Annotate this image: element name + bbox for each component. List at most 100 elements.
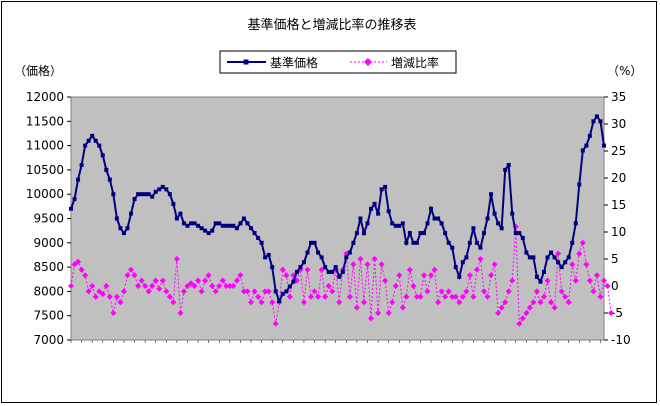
price-point [220, 223, 225, 228]
ratio-point [590, 288, 597, 295]
ratio-point [526, 304, 533, 311]
price-point [397, 223, 402, 228]
price-point [485, 216, 490, 221]
ratio-point [420, 272, 427, 279]
ratio-point [89, 283, 96, 289]
ratio-point [428, 272, 435, 279]
price-point [467, 240, 472, 245]
price-point [460, 260, 465, 265]
left-tick-label: 12000 [26, 90, 64, 104]
left-tick-label: 10500 [26, 163, 64, 177]
price-point [305, 250, 310, 255]
price-point [534, 274, 539, 279]
price-point [86, 138, 91, 143]
ratio-point [152, 277, 159, 284]
ratio-point [548, 299, 555, 306]
price-point [199, 226, 204, 231]
price-point [481, 231, 486, 236]
price-point [383, 184, 388, 189]
price-point [301, 260, 306, 265]
ratio-point [364, 261, 371, 268]
price-point [503, 167, 508, 172]
ratio-point [572, 277, 579, 284]
price-point [309, 240, 314, 245]
price-point [333, 265, 338, 270]
price-point [591, 119, 596, 124]
price-point [570, 240, 575, 245]
price-point [432, 216, 437, 221]
x-axis [70, 340, 601, 343]
ratio-point [608, 310, 615, 316]
ratio-point [212, 288, 219, 295]
price-point [69, 206, 73, 211]
price-point [181, 221, 186, 226]
ratio-point [170, 299, 177, 306]
ratio-point [329, 288, 336, 295]
price-point [344, 255, 349, 260]
ratio-point [240, 288, 247, 295]
legend-box [219, 50, 457, 74]
ratio-point [265, 288, 272, 295]
ratio-point [336, 299, 343, 306]
ratio-point [293, 277, 300, 284]
ratio-point [226, 283, 233, 289]
ratio-point [346, 293, 353, 300]
price-point [330, 269, 335, 274]
price-point [312, 240, 317, 245]
price-point [245, 221, 250, 226]
ratio-point [244, 288, 251, 295]
price-point [602, 143, 606, 148]
price-point [206, 231, 211, 236]
price-point [354, 231, 359, 236]
ratio-point [198, 288, 205, 295]
price-point [100, 153, 105, 158]
price-point [594, 114, 599, 119]
ratio-point [233, 277, 240, 284]
ratio-point [163, 288, 170, 295]
ratio-point [177, 310, 184, 316]
ratio-point [537, 299, 544, 306]
ratio-point [156, 285, 163, 292]
ratio-point [195, 277, 202, 284]
ratio-point [396, 272, 403, 279]
price-point [499, 226, 504, 231]
price-point [118, 226, 123, 231]
price-point [231, 223, 236, 228]
price-point [178, 211, 183, 216]
price-point [90, 133, 95, 138]
price-point [97, 143, 102, 148]
price-point [598, 119, 603, 124]
price-point [111, 192, 116, 197]
price-point [443, 231, 448, 236]
price-point [76, 177, 81, 182]
price-point [263, 255, 268, 260]
right-tick-label: 5 [611, 252, 619, 266]
price-point [326, 269, 331, 274]
legend-marker-price [243, 59, 249, 65]
price-point [280, 291, 285, 296]
price-point [277, 299, 282, 304]
price-point [146, 192, 151, 197]
ratio-point [205, 272, 212, 279]
ratio-point [286, 293, 293, 300]
ratio-point [488, 272, 495, 279]
price-point [453, 265, 458, 270]
ratio-point [551, 304, 558, 311]
ratio-point [473, 266, 480, 273]
price-point [337, 274, 342, 279]
price-point [171, 201, 176, 206]
ratio-point [604, 283, 611, 289]
price-point [104, 167, 109, 172]
price-point [478, 245, 483, 250]
left-axis: 12000 11500 11000 10500 10000 9500 9000 8500 800… [26, 90, 71, 347]
legend-label-ratio: 増減比率 [391, 55, 439, 70]
price-point [566, 255, 571, 260]
price-point [425, 221, 430, 226]
price-point [559, 265, 564, 270]
price-point [323, 265, 328, 270]
left-tick-label: 10000 [26, 187, 64, 201]
price-point [273, 289, 278, 294]
ratio-point [120, 288, 127, 295]
price-point [404, 240, 409, 245]
ratio-point [438, 288, 445, 295]
